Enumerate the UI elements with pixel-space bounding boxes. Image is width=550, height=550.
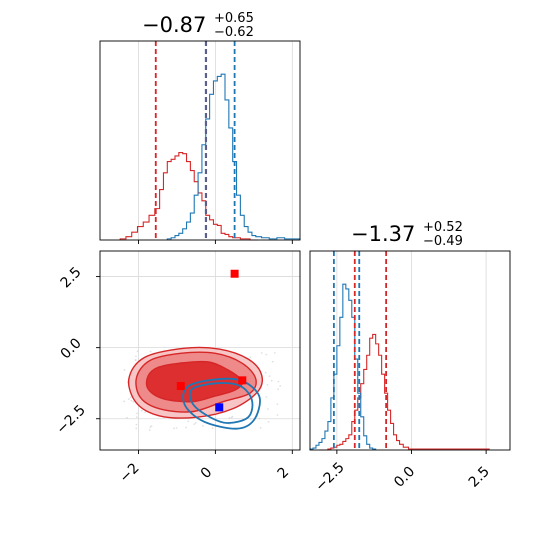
sample-point bbox=[136, 412, 138, 415]
panel-bottom-right-title-upper: +0.52 bbox=[423, 220, 463, 235]
sample-point bbox=[273, 351, 276, 354]
sample-point bbox=[271, 360, 274, 363]
panel-frame bbox=[309, 250, 511, 451]
panel-bottom-right-title-lower: −0.49 bbox=[423, 234, 463, 249]
sample-point bbox=[266, 383, 269, 386]
sample-point bbox=[276, 403, 279, 406]
sample-point bbox=[185, 426, 187, 429]
sample-point bbox=[140, 409, 143, 412]
panel-bottom-left-contour: −2 0 2 −2.5 0.0 2.5 bbox=[53, 250, 301, 486]
marker-square bbox=[230, 269, 239, 278]
sample-point bbox=[126, 416, 128, 419]
sample-point bbox=[279, 385, 282, 387]
panel-top-left-histogram bbox=[99, 40, 301, 244]
panel-bottom-right-histogram: −2.5 0.0 2.5 bbox=[309, 250, 511, 495]
sample-point bbox=[277, 380, 280, 383]
panel-top-left-title: −0.87 bbox=[142, 13, 206, 37]
sample-point bbox=[249, 356, 252, 359]
sample-point bbox=[201, 425, 204, 427]
blue-contour bbox=[188, 382, 254, 424]
panel-frame bbox=[99, 40, 301, 241]
marker-square bbox=[176, 382, 185, 391]
histogram-series bbox=[318, 333, 490, 451]
sample-point bbox=[134, 359, 137, 361]
sample-point bbox=[194, 422, 197, 424]
panel-top-left-title-lower: −0.62 bbox=[214, 25, 254, 40]
x-tick-label: 0.0 bbox=[391, 464, 418, 491]
histogram-series bbox=[309, 283, 377, 450]
sample-point bbox=[132, 400, 135, 403]
sample-point bbox=[276, 414, 279, 416]
y-tick-label: 0.0 bbox=[58, 335, 85, 362]
sample-point bbox=[144, 411, 146, 414]
sample-point bbox=[187, 420, 190, 423]
sample-point bbox=[135, 355, 137, 358]
y-tick-label: 2.5 bbox=[58, 264, 85, 291]
blue-contour bbox=[182, 377, 261, 430]
marker-square bbox=[215, 403, 224, 412]
sample-point bbox=[123, 368, 126, 371]
sample-point bbox=[135, 427, 138, 430]
sample-point bbox=[175, 427, 178, 429]
sample-point bbox=[173, 427, 175, 430]
sample-point bbox=[265, 396, 268, 398]
sample-point bbox=[127, 398, 130, 401]
sample-point bbox=[135, 416, 138, 419]
sample-point bbox=[149, 350, 152, 353]
panel-frame bbox=[99, 250, 301, 451]
sample-point bbox=[123, 400, 126, 403]
sample-point bbox=[231, 415, 234, 418]
sample-point bbox=[266, 408, 269, 410]
sample-point bbox=[277, 388, 279, 391]
red-contour bbox=[145, 360, 244, 403]
histogram-series bbox=[166, 73, 301, 240]
sample-point bbox=[259, 426, 262, 429]
sample-point bbox=[149, 426, 152, 429]
histogram-series bbox=[119, 152, 258, 241]
sample-point bbox=[265, 353, 268, 356]
sample-point bbox=[135, 423, 138, 426]
sample-point bbox=[211, 427, 214, 430]
sample-point bbox=[270, 379, 273, 382]
sample-point bbox=[193, 423, 196, 425]
sample-point bbox=[249, 418, 252, 421]
sample-point bbox=[129, 396, 132, 399]
x-tick-label: −2.5 bbox=[312, 459, 347, 494]
sample-point bbox=[268, 375, 271, 378]
sample-point bbox=[258, 417, 261, 420]
sample-point bbox=[264, 371, 267, 374]
x-tick-label: 2 bbox=[275, 464, 293, 482]
panel-top-left-title-upper: +0.65 bbox=[214, 11, 254, 26]
sample-point bbox=[267, 420, 270, 423]
x-tick-label: 2.5 bbox=[466, 464, 493, 491]
sample-point bbox=[260, 352, 263, 354]
x-tick-label: −2 bbox=[117, 460, 143, 486]
y-tick-label: −2.5 bbox=[53, 402, 88, 437]
x-tick-label: 0 bbox=[198, 464, 216, 482]
panel-bottom-right-title: −1.37 bbox=[351, 222, 415, 246]
sample-point bbox=[136, 350, 139, 353]
sample-point bbox=[148, 429, 151, 431]
sample-point bbox=[228, 416, 231, 419]
sample-point bbox=[130, 399, 133, 402]
marker-square bbox=[238, 376, 247, 385]
sample-point bbox=[150, 425, 153, 428]
